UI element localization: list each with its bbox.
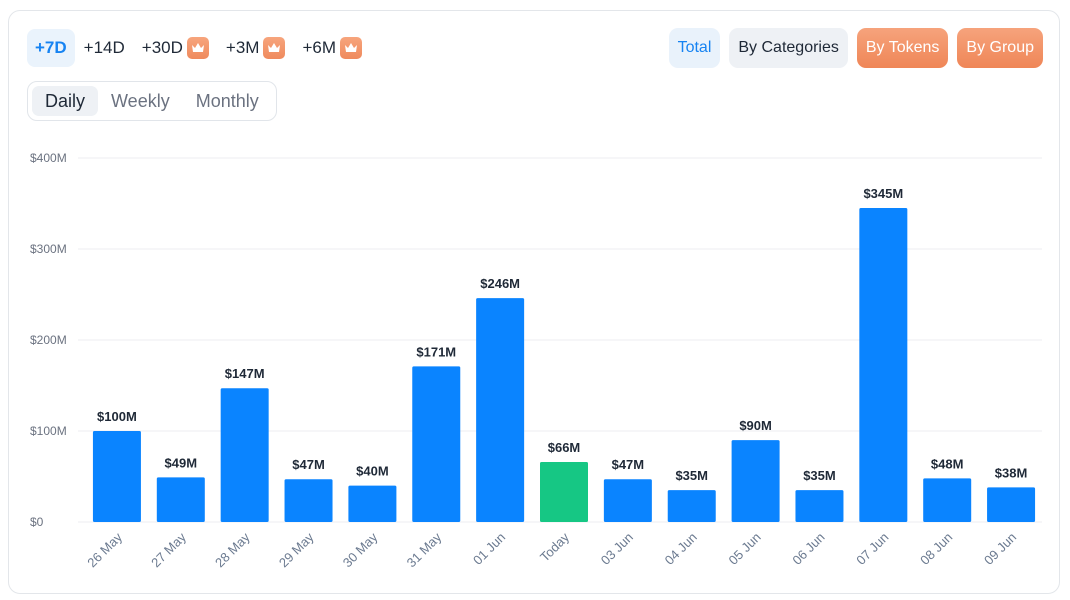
range-label: +14D — [83, 38, 125, 57]
x-tick-label: 28 May — [212, 529, 253, 570]
range-selector: +7D +14D +30D +3M +6M — [27, 29, 371, 67]
bar — [603, 479, 652, 522]
crown-icon — [340, 37, 363, 59]
range-label: +3M — [225, 38, 260, 57]
x-tick-label: 27 May — [148, 529, 189, 570]
data-label: $345M — [863, 186, 903, 201]
y-tick-label: $0 — [30, 515, 44, 529]
mode-selector: Total By Categories By Tokens By Group — [660, 28, 1043, 68]
y-tick-label: $200M — [30, 333, 67, 347]
bar — [859, 208, 908, 523]
x-tick-label: 31 May — [404, 529, 445, 570]
data-label: $90M — [739, 418, 772, 433]
period-toggle: Daily Weekly Monthly — [27, 81, 277, 121]
range-6m-button[interactable]: +6M — [294, 29, 370, 67]
bar — [92, 431, 141, 522]
range-14d-button[interactable]: +14D — [76, 29, 133, 67]
data-label: $47M — [292, 457, 325, 472]
x-tick-label: 26 May — [84, 529, 125, 570]
x-tick-label: 29 May — [276, 529, 317, 570]
data-label: $66M — [548, 440, 581, 455]
x-tick-label: 07 Jun — [853, 530, 891, 568]
x-tick-label: 03 Jun — [598, 530, 636, 568]
bar — [987, 487, 1036, 522]
x-tick-label: 09 Jun — [981, 530, 1019, 568]
x-tick-label: 05 Jun — [726, 530, 764, 568]
x-tick-label: 06 Jun — [789, 530, 827, 568]
range-3m-button[interactable]: +3M — [218, 29, 294, 67]
bar — [731, 440, 780, 522]
x-tick-label: 01 Jun — [470, 530, 508, 568]
data-label: $47M — [612, 457, 645, 472]
x-tick-label: Today — [537, 529, 572, 564]
data-label: $35M — [803, 468, 836, 483]
bar — [795, 490, 844, 522]
view-monthly-button[interactable]: Monthly — [195, 90, 259, 111]
range-label: +7D — [35, 38, 67, 57]
x-tick-label: 30 May — [340, 529, 381, 570]
x-tick-label: 04 Jun — [662, 530, 700, 568]
data-label: $100M — [97, 409, 137, 424]
bar — [540, 461, 588, 522]
mode-by-tokens-button[interactable]: By Tokens — [856, 28, 949, 68]
view-weekly-button[interactable]: Weekly — [111, 90, 170, 111]
crown-icon — [263, 37, 286, 59]
data-label: $147M — [225, 366, 265, 381]
data-label: $246M — [480, 276, 520, 291]
range-30d-button[interactable]: +30D — [134, 29, 217, 67]
data-label: $49M — [165, 455, 198, 470]
bar — [667, 490, 716, 522]
view-daily-button[interactable]: Daily — [32, 86, 99, 116]
y-tick-label: $400M — [30, 151, 67, 165]
data-label: $35M — [675, 468, 708, 483]
data-label: $40M — [356, 464, 389, 479]
data-label: $171M — [416, 344, 456, 359]
bar — [412, 366, 461, 522]
bar — [476, 298, 525, 522]
y-tick-label: $100M — [30, 424, 67, 438]
bar — [348, 485, 397, 522]
bar — [156, 477, 205, 522]
mode-by-categories-button[interactable]: By Categories — [729, 28, 848, 68]
bar — [923, 478, 972, 522]
range-label: +6M — [302, 38, 337, 57]
mode-total-button[interactable]: Total — [668, 28, 721, 68]
y-tick-label: $300M — [30, 242, 67, 256]
bar — [220, 388, 269, 522]
mode-by-group-button[interactable]: By Group — [957, 28, 1043, 68]
range-label: +30D — [141, 38, 183, 57]
range-7d-button[interactable]: +7D — [27, 29, 75, 67]
data-label: $48M — [931, 456, 964, 471]
crown-icon — [186, 37, 209, 59]
bar — [284, 479, 333, 522]
x-tick-label: 08 Jun — [917, 530, 955, 568]
data-label: $38M — [995, 465, 1028, 480]
